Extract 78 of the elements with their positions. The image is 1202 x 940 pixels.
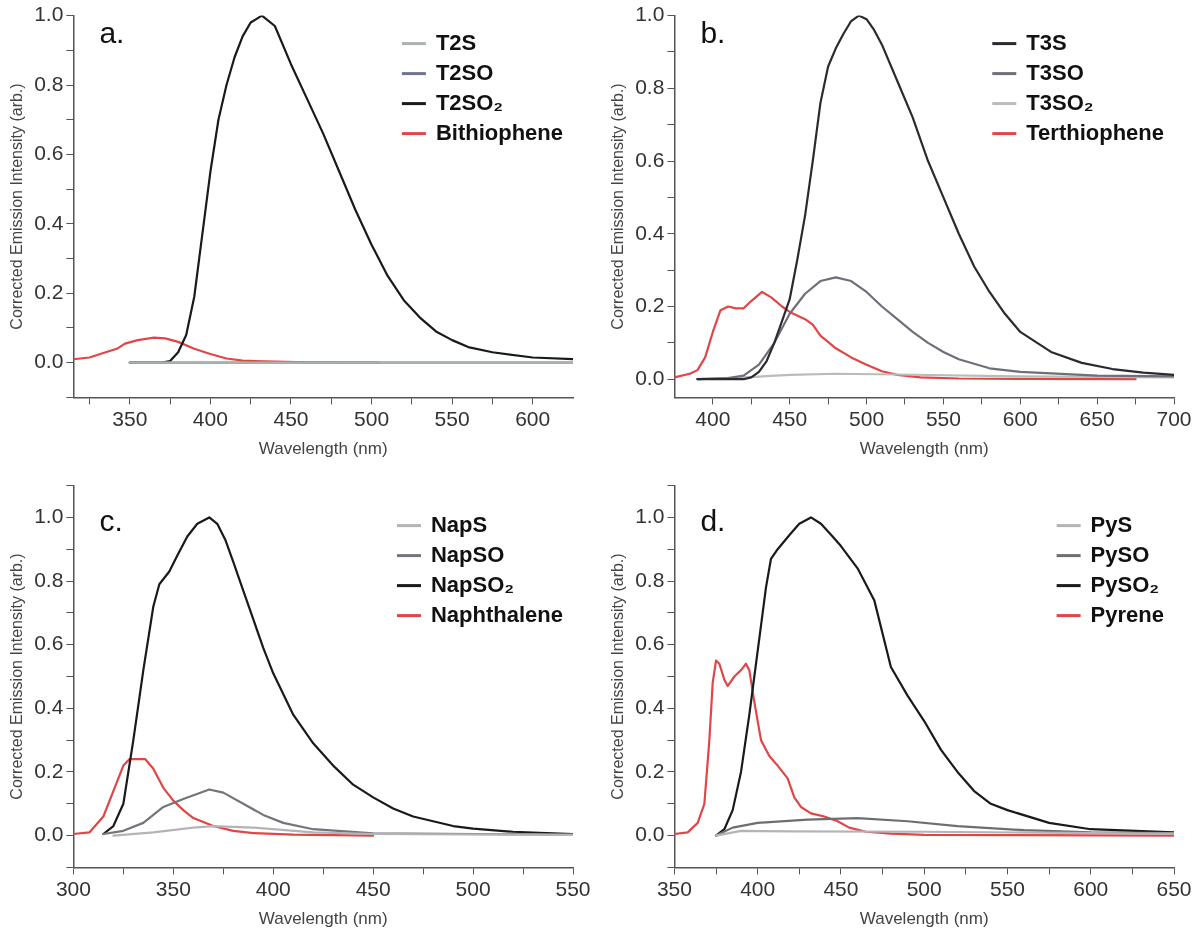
y-tick-label: 0.0 xyxy=(635,822,665,846)
legend-label: T2SO xyxy=(435,59,494,85)
y-tick-label: 0.6 xyxy=(635,147,665,171)
legend-label: Pyrene xyxy=(1090,601,1165,627)
text: d. xyxy=(700,503,726,537)
x-axis-title: Wavelength (nm) xyxy=(859,909,989,929)
legend-label: Bithiophene xyxy=(435,119,564,145)
x-axis-title: Wavelength (nm) xyxy=(258,909,388,929)
legend-label: Terthiophene xyxy=(1026,119,1165,145)
legend-label: NapSO₂ xyxy=(430,571,515,597)
legend-label: PySO xyxy=(1090,541,1150,567)
x-tick-label: 550 xyxy=(555,876,591,900)
x-tick-label: 350 xyxy=(155,876,191,900)
x-tick-label: 500 xyxy=(354,406,390,430)
y-tick-label: 0.4 xyxy=(34,695,64,719)
x-tick-label: 650 xyxy=(1156,876,1192,900)
y-axis-title: Corrected Emission Intensity (arb.) xyxy=(8,553,26,800)
x-tick-label: 450 xyxy=(772,406,808,430)
legend-label: T2S xyxy=(435,29,477,55)
legend-label: T2SO₂ xyxy=(435,89,504,115)
x-tick-label: 600 xyxy=(1073,876,1109,900)
x-tick-label: 350 xyxy=(656,876,692,900)
y-tick-label: 0.2 xyxy=(34,758,64,782)
y-tick-label: 0.2 xyxy=(34,280,64,304)
x-tick-label: 600 xyxy=(1002,406,1038,430)
y-tick-label: 0.6 xyxy=(635,631,665,655)
x-axis-title: Wavelength (nm) xyxy=(859,439,989,459)
legend-label: NapSO xyxy=(430,541,505,567)
legend-label: NapS xyxy=(430,511,488,537)
y-axis-title: Corrected Emission Intensity (arb.) xyxy=(8,83,26,330)
legend-label: T3SO xyxy=(1026,59,1084,85)
y-axis-title: Corrected Emission Intensity (arb.) xyxy=(609,83,627,330)
y-tick-label: 1.0 xyxy=(34,2,64,26)
y-tick-label: 1.0 xyxy=(635,504,665,528)
x-tick-label: 350 xyxy=(112,406,148,430)
y-tick-label: 0.6 xyxy=(34,631,64,655)
legend-label: T3S xyxy=(1026,29,1067,55)
x-tick-label: 300 xyxy=(55,876,91,900)
legend-label: PyS xyxy=(1090,511,1133,537)
x-tick-label: 500 xyxy=(455,876,491,900)
x-tick-label: 400 xyxy=(255,876,291,900)
y-tick-label: 1.0 xyxy=(635,2,665,26)
text: c. xyxy=(99,503,123,537)
chart-title: b. xyxy=(700,15,726,49)
chart-title: a. xyxy=(99,15,125,49)
x-tick-label: 700 xyxy=(1156,406,1192,430)
y-tick-label: 0.4 xyxy=(635,695,665,719)
y-tick-label: 0.8 xyxy=(635,567,665,591)
y-tick-label: 0.0 xyxy=(34,822,64,846)
y-tick-label: 0.0 xyxy=(635,366,665,390)
y-tick-label: 0.8 xyxy=(34,567,64,591)
x-tick-label: 400 xyxy=(192,406,228,430)
x-tick-label: 550 xyxy=(989,876,1025,900)
y-tick-label: 0.0 xyxy=(34,349,64,373)
x-tick-label: 450 xyxy=(823,876,859,900)
y-tick-label: 0.2 xyxy=(635,758,665,782)
legend-label: Naphthalene xyxy=(430,601,564,627)
x-tick-label: 450 xyxy=(355,876,391,900)
x-tick-label: 450 xyxy=(273,406,309,430)
y-axis-title: Corrected Emission Intensity (arb.) xyxy=(609,553,627,800)
y-tick-label: 0.8 xyxy=(635,75,665,99)
x-tick-label: 550 xyxy=(434,406,470,430)
x-tick-label: 500 xyxy=(906,876,942,900)
x-axis-title: Wavelength (nm) xyxy=(258,439,388,459)
y-tick-label: 0.4 xyxy=(635,220,665,244)
x-tick-label: 650 xyxy=(1079,406,1115,430)
x-tick-label: 400 xyxy=(695,406,731,430)
y-tick-label: 0.4 xyxy=(34,210,64,234)
legend-label: PySO₂ xyxy=(1090,571,1160,597)
y-tick-label: 0.6 xyxy=(34,141,64,165)
x-tick-label: 600 xyxy=(515,406,551,430)
x-tick-label: 400 xyxy=(740,876,776,900)
legend-label: T3SO₂ xyxy=(1026,89,1094,115)
x-tick-label: 500 xyxy=(849,406,885,430)
x-tick-label: 550 xyxy=(925,406,961,430)
y-tick-label: 1.0 xyxy=(34,504,64,528)
y-tick-label: 0.8 xyxy=(34,71,64,95)
y-tick-label: 0.2 xyxy=(635,293,665,317)
